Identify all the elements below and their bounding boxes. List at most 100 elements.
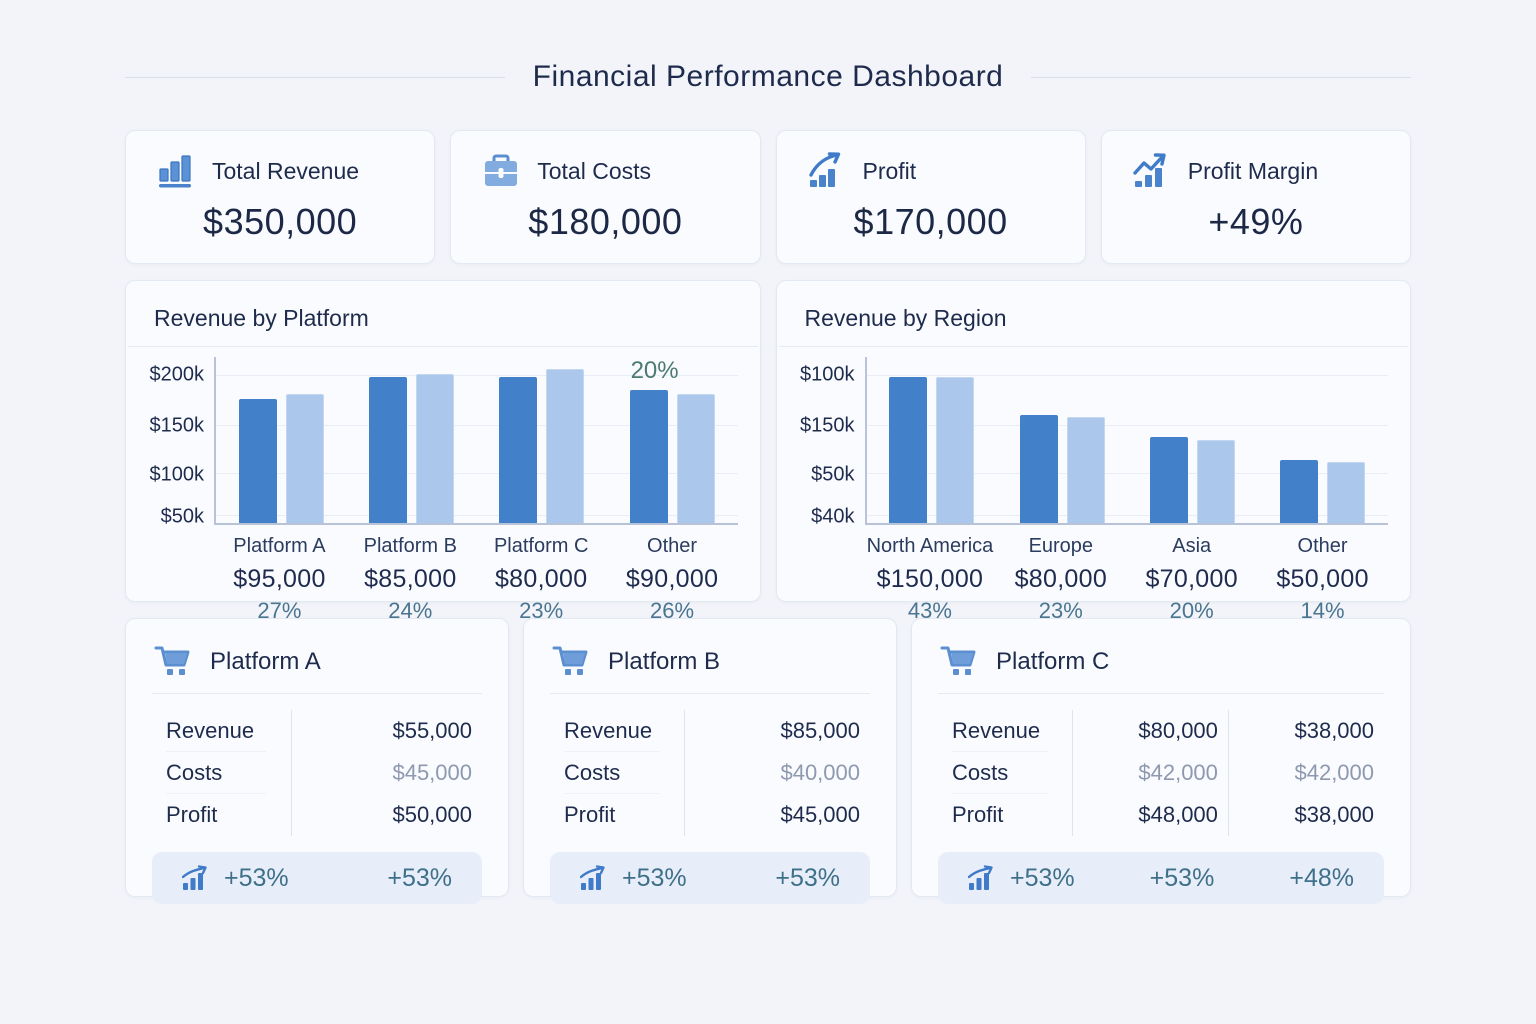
badge-percent: +53% [1149,863,1215,892]
plot-area-platform: 20% [214,357,738,525]
chart-title: Revenue by Platform [154,305,369,331]
platform-cards-row: Platform A Revenue Costs Profit $55,000 … [125,618,1411,904]
plot-annotation-20pct: 20% [630,357,679,384]
category-label: Platform A [233,535,326,557]
bar-group-other-region [1258,357,1388,523]
chart-title-divider [128,346,758,347]
profit-value: $50,000 [392,802,472,827]
category-label: North America [866,535,994,557]
platform-a-growth-badge: +53% +53% [152,852,482,904]
platform-a-table: Revenue Costs Profit $55,000 $45,000 $50… [152,710,482,836]
kpi-card-total-revenue: Total Revenue $350,000 [125,130,436,264]
category-label: Other [647,535,698,557]
chart-title: Revenue by Region [804,305,1007,331]
x-labels-region: North America $150,000 43% Europe $80,00… [865,535,1411,624]
value-label: $80,000 [1014,565,1108,593]
kpi-card-total-costs: Total Costs $180,000 [450,130,761,264]
costs-value: $40,000 [780,760,860,785]
page-header: Financial Performance Dashboard [125,60,1412,94]
bar-north-america-light [936,376,975,523]
category-label: Platform B [363,535,457,557]
badge-percent: +53% [622,863,687,892]
y-tick: $40k [811,505,855,528]
chart-card-revenue-by-region: Revenue by Region $100k $150k $50k $40k [775,280,1411,623]
bar-group-north-america [867,357,997,523]
bar-asia-dark [1149,436,1188,523]
value-label: $150,000 [876,565,984,593]
bar-north-america-dark [889,376,928,523]
kpi-value: $350,000 [203,201,358,242]
value-label: $50,000 [1276,565,1369,593]
platform-card-title: Platform A [210,648,321,675]
platform-b-table: Revenue Costs Profit $85,000 $40,000 $45… [550,710,870,836]
briefcase-icon [485,154,518,186]
x-group: Platform C $80,000 23% [476,535,607,624]
kpi-label: Profit Margin [1187,157,1319,184]
x-group: Europe $80,000 23% [995,535,1126,624]
row-label-costs: Costs [166,752,266,794]
category-label: Platform C [493,535,589,557]
bar-platform-c-dark [499,376,538,523]
y-tick: $150k [149,414,205,437]
badge-percent: +48% [1289,863,1354,892]
value-label: $85,000 [364,565,457,593]
kpi-card-profit-margin: Profit Margin +49% [1100,130,1411,264]
trend-up-icon [182,865,207,890]
shopping-cart-icon [154,646,190,675]
y-tick: $150k [800,414,855,437]
x-group: Other $90,000 26% [607,535,738,624]
value-label: $70,000 [1145,565,1238,593]
trend-line-icon [1133,153,1166,187]
category-label: Asia [1172,535,1212,557]
revenue-value: $85,000 [780,718,860,743]
kpi-row: Total Revenue $350,000 Total Costs $180,… [125,130,1411,264]
value-label: $80,000 [494,565,588,593]
bar-group-other [607,357,737,523]
bar-other-region-dark [1280,459,1319,523]
platform-card-b: Platform B Revenue Costs Profit $85,000 … [523,618,897,904]
category-label: Europe [1028,535,1094,557]
y-tick: $50k [160,505,204,528]
y-tick: $50k [811,463,855,486]
y-tick: $100k [800,363,855,386]
shopping-cart-icon [552,646,588,675]
x-group: Platform A $95,000 27% [214,535,345,624]
kpi-value: $170,000 [853,201,1008,242]
bar-platform-a-dark [238,398,277,523]
y-axis-platform: $200k $150k $100k $50k [136,357,214,528]
revenue-value-col2: $38,000 [1294,718,1375,743]
row-label-revenue: Revenue [952,710,1048,752]
chart-title-divider [778,346,1408,347]
profit-value: $45,000 [780,802,860,827]
costs-value: $45,000 [392,760,472,785]
chart-card-revenue-by-platform: Revenue by Platform $200k $150k $100k $5… [125,280,761,623]
kpi-label: Profit [862,157,917,184]
value-label: $90,000 [625,565,719,593]
kpi-label: Total Revenue [212,157,360,184]
kpi-card-profit: Profit $170,000 [775,130,1086,264]
bar-other-region-light [1327,461,1366,523]
kpi-value: +49% [1208,201,1304,242]
costs-value-col1: $42,000 [1138,760,1218,785]
shopping-cart-icon [940,646,976,675]
row-label-revenue: Revenue [166,710,266,752]
badge-percent: +53% [387,863,452,892]
header-divider-right [1031,76,1412,78]
row-label-costs: Costs [564,752,661,794]
y-axis-region: $100k $150k $50k $40k [787,357,865,528]
x-group: North America $150,000 43% [865,535,996,624]
badge-percent: +53% [775,863,840,892]
platform-c-growth-badge: +53% +53% +48% [938,852,1384,904]
category-label: Other [1297,535,1348,557]
bar-other-dark [629,390,668,523]
plot-area-region [864,357,1388,525]
row-label-profit: Profit [952,802,1004,827]
row-label-profit: Profit [166,802,218,827]
bar-europe-light [1066,416,1105,523]
bar-chart-icon [159,155,191,188]
platform-card-title: Platform C [996,648,1110,675]
x-group: Other $50,000 14% [1257,535,1388,624]
profit-value-col2: $38,000 [1294,802,1375,827]
platform-b-growth-badge: +53% +53% [550,852,870,904]
